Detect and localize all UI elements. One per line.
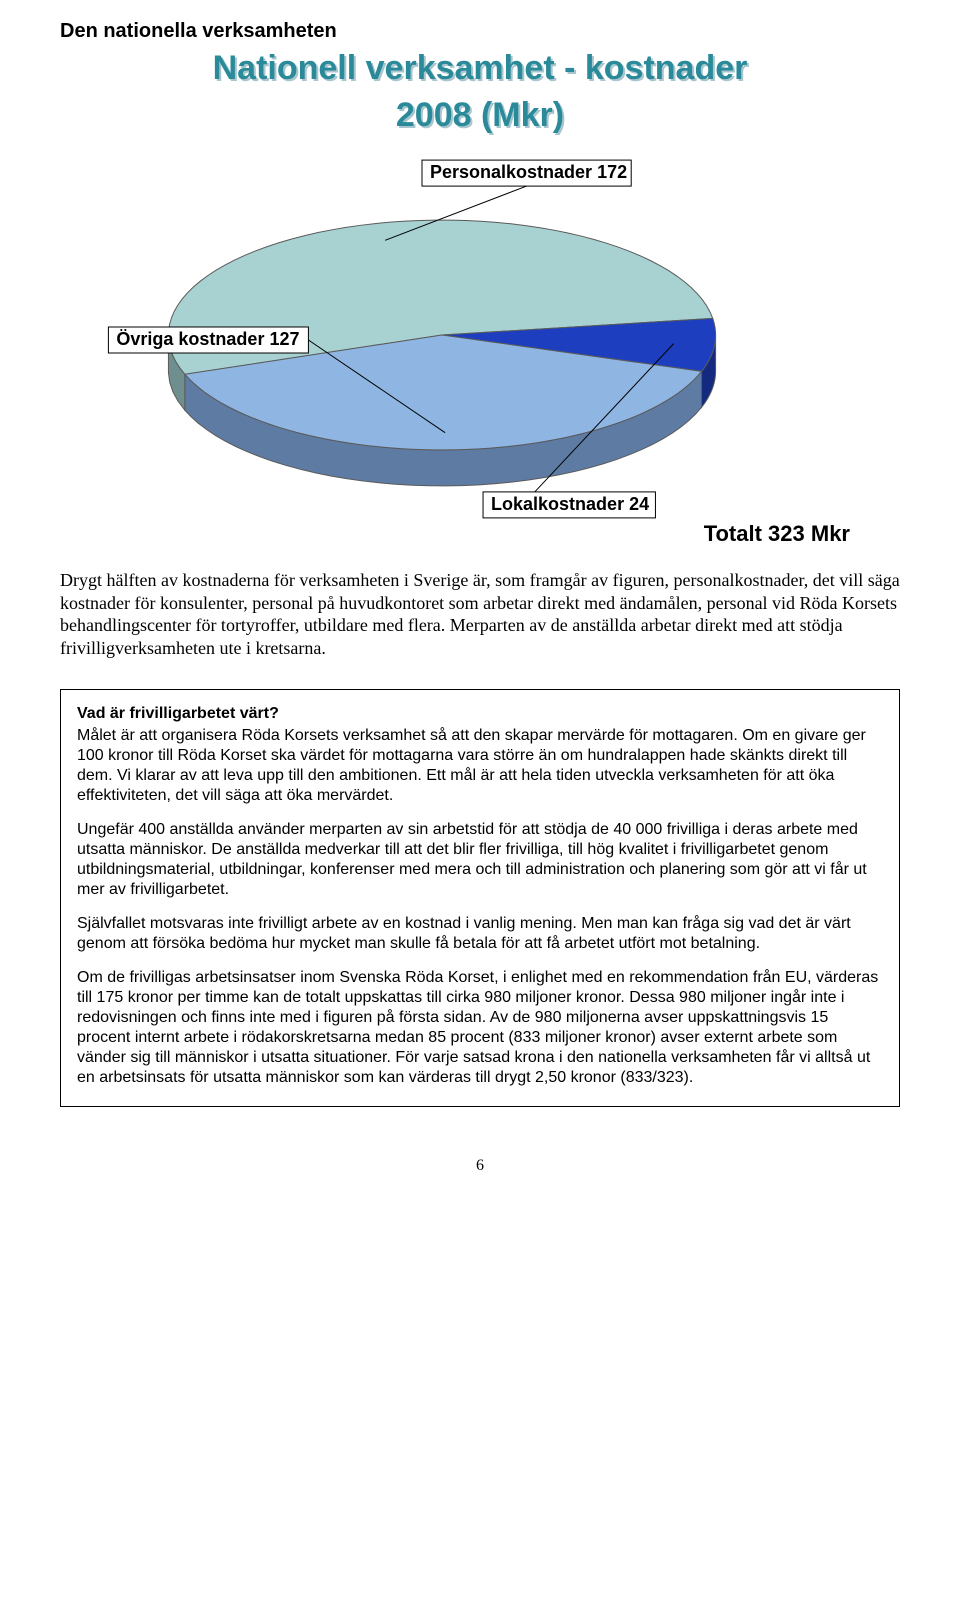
info-box-p3: Självfallet motsvaras inte frivilligt ar… (77, 914, 883, 954)
info-box: Vad är frivilligarbetet värt? Målet är a… (60, 689, 900, 1107)
info-box-p4: Om de frivilligas arbetsinsatser inom Sv… (77, 968, 883, 1088)
chart-title-line2: 2008 (Mkr)2008 (Mkr) (60, 96, 900, 135)
pie-label-text: Lokalkostnader 24 (491, 494, 649, 514)
info-box-p1: Målet är att organisera Röda Korsets ver… (77, 726, 883, 806)
info-box-question: Vad är frivilligarbetet värt? (77, 704, 883, 724)
info-box-p2: Ungefär 400 anställda använder merparten… (77, 820, 883, 900)
pie-label-text: Övriga kostnader 127 (116, 329, 299, 349)
body-paragraph: Drygt hälften av kostnaderna för verksam… (60, 569, 900, 659)
pie-total-label: Totalt 323 Mkr (704, 521, 851, 546)
pie-svg: Personalkostnader 172 Lokalkostnader 24 Öv… (100, 155, 860, 555)
page-number: 6 (60, 1157, 900, 1175)
chart-title-line1: Nationell verksamhet - kostnaderNationel… (60, 49, 900, 88)
section-heading: Den nationella verksamheten (60, 20, 900, 43)
pie-chart: Personalkostnader 172 Lokalkostnader 24 Öv… (60, 155, 900, 555)
chart-title-block: Nationell verksamhet - kostnaderNationel… (60, 49, 900, 135)
pie-label-text: Personalkostnader 172 (430, 162, 627, 182)
